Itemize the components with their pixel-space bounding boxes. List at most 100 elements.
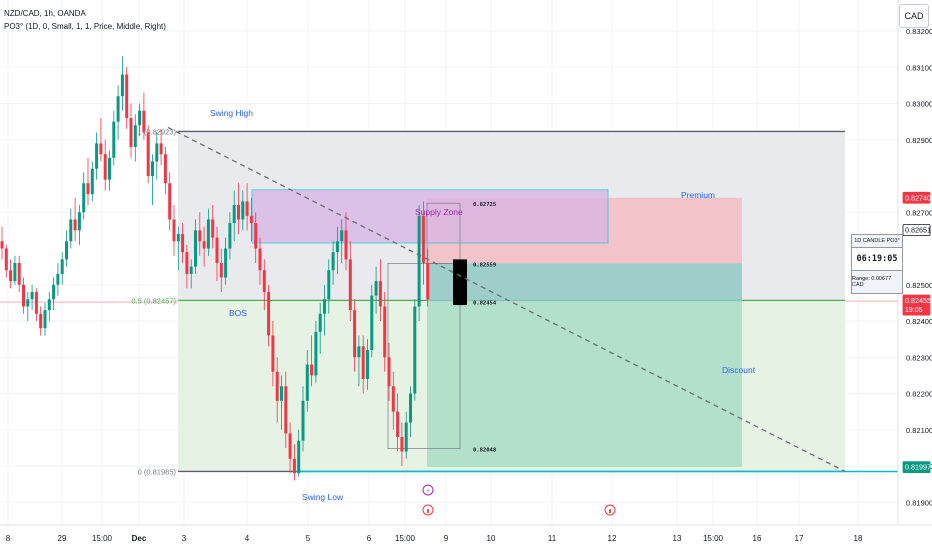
- time-tick-label: 5: [306, 534, 311, 543]
- po3-countdown: 06:19:05: [852, 248, 902, 271]
- time-tick-label: 8: [6, 534, 11, 543]
- candle-body: [383, 306, 387, 358]
- candle-body: [271, 335, 275, 372]
- price-badge-label: 0.82455: [905, 296, 931, 305]
- candle-body: [374, 281, 378, 296]
- candle-body: [275, 371, 279, 401]
- po3-info-box: 1D CANDLE PO3° 06:19:05 Range: 0.00677 C…: [851, 234, 903, 294]
- price-tick-label: 0.83100: [906, 63, 932, 72]
- annotation-label: Swing High: [210, 108, 253, 118]
- candle-body: [181, 234, 185, 253]
- candle-body: [120, 74, 124, 97]
- candle-body: [116, 96, 120, 122]
- candle-body: [13, 263, 17, 282]
- candle-body: [357, 346, 361, 358]
- candle-body: [284, 386, 288, 434]
- po3-black-candle: [453, 259, 467, 306]
- candle-body: [421, 215, 425, 263]
- candle-body: [353, 310, 357, 358]
- candle-body: [378, 281, 382, 307]
- candle-body: [151, 161, 154, 176]
- time-tick-label: 15:00: [703, 534, 724, 543]
- news-event-icon[interactable]: [604, 504, 616, 516]
- news-event-icon[interactable]: [422, 504, 434, 516]
- indicator-title[interactable]: PO3° (1D, 0, Small, 1, 1, Price, Middle,…: [4, 22, 166, 31]
- candle-body: [211, 219, 215, 238]
- candle-body: [86, 183, 90, 195]
- lightning-event-icon[interactable]: [422, 484, 434, 496]
- candle-body: [409, 393, 412, 423]
- candle-body: [56, 273, 60, 285]
- candle-body: [159, 143, 163, 155]
- annotation-label: Premium: [681, 190, 715, 200]
- po3-box-title: 1D CANDLE PO3°: [852, 235, 902, 248]
- candle-body: [305, 364, 309, 401]
- price-badge-label: 0.82740: [905, 193, 931, 202]
- candle-body: [125, 74, 129, 118]
- candle-body: [133, 125, 137, 147]
- target-zone: [427, 301, 742, 468]
- price-badge: [902, 191, 931, 204]
- candle-body: [400, 437, 404, 452]
- candle-body: [288, 433, 292, 459]
- candle-body: [267, 292, 271, 336]
- candle-body: [47, 299, 51, 311]
- candle-body: [43, 310, 47, 329]
- price-badge: [902, 294, 931, 316]
- candle-body: [301, 400, 305, 441]
- candle-body: [168, 183, 172, 220]
- candle-body: [189, 266, 193, 274]
- trend-line[interactable]: [167, 126, 846, 473]
- annotation-label: BOS: [229, 308, 247, 318]
- price-tick-label: 0.82100: [906, 426, 932, 435]
- fib-level-label: 0 (0.81985): [138, 467, 177, 476]
- time-tick-label: 29: [58, 534, 67, 543]
- candle-body: [262, 270, 266, 292]
- candle-body: [366, 350, 369, 379]
- candle-body: [297, 440, 301, 474]
- candle-body: [0, 241, 4, 249]
- candle-body: [155, 143, 159, 162]
- supply-zone-box[interactable]: [251, 189, 609, 244]
- candle-body: [26, 299, 30, 307]
- candle-body: [142, 110, 146, 133]
- candle-body: [396, 411, 400, 437]
- price-badge: [902, 224, 931, 236]
- price-tick-label: 0.83000: [906, 100, 932, 109]
- price-tick-label: 0.82900: [906, 136, 932, 145]
- time-tick-label: 15:00: [92, 534, 113, 543]
- price-tick-label: 0.82400: [906, 317, 932, 326]
- candle-body: [103, 154, 107, 180]
- candle-body: [215, 237, 219, 263]
- candle-body: [249, 215, 253, 224]
- candle-body: [387, 357, 391, 387]
- time-tick-label: 18: [854, 534, 863, 543]
- time-tick-label: 3: [182, 534, 187, 543]
- currency-button[interactable]: CAD: [899, 4, 929, 28]
- candle-body: [426, 263, 430, 300]
- time-tick-label: 16: [753, 534, 762, 543]
- candle-body: [194, 230, 197, 267]
- price-tick-label: 0.83200: [906, 27, 932, 36]
- candle-body: [228, 223, 232, 249]
- candle-body: [202, 241, 206, 249]
- candle-body: [318, 313, 322, 332]
- price-axis-panel: [898, 0, 932, 550]
- candle-body: [163, 154, 167, 184]
- price-tick-label: 0.82200: [906, 390, 932, 399]
- po3-range: Range: 0.00677 CAD: [852, 276, 892, 288]
- price-badge: [902, 461, 931, 473]
- time-tick-label: 15:00: [395, 534, 416, 543]
- candle-body: [129, 118, 133, 147]
- candle-body: [340, 230, 344, 242]
- candle-body: [232, 205, 236, 224]
- candle-body: [82, 183, 86, 213]
- candle-body: [52, 284, 56, 300]
- candle-body: [90, 168, 94, 195]
- candle-body: [254, 223, 258, 249]
- po3-level-label: 0.82725: [473, 202, 496, 208]
- price-badge-label: 0.82651: [905, 226, 931, 235]
- candle-body: [73, 219, 77, 231]
- candle-body: [280, 386, 283, 401]
